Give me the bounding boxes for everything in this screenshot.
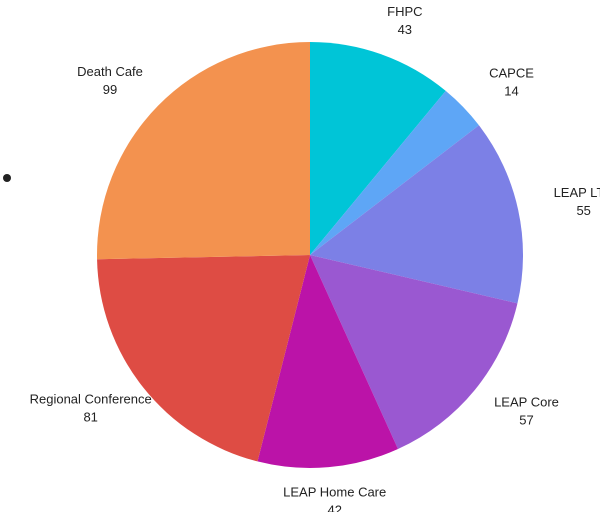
slice-value: 99 — [103, 82, 117, 97]
pie-slice — [310, 125, 523, 304]
slice-label: LEAP Home Care — [283, 484, 386, 499]
slice-label: Regional Conference — [30, 392, 152, 407]
slice-label: LEAP LTC — [554, 185, 600, 200]
slice-value: 55 — [576, 203, 590, 218]
pie-slice — [97, 42, 310, 260]
slice-value: 43 — [398, 22, 412, 37]
pie-slice — [257, 255, 398, 468]
slice-value: 14 — [504, 83, 518, 98]
pie-slice — [310, 90, 479, 256]
slice-label: Death Cafe — [77, 64, 143, 79]
pie-slice — [97, 255, 310, 462]
slice-value: 57 — [519, 413, 533, 428]
bullet — [3, 174, 11, 182]
slice-label: CAPCE — [489, 65, 534, 80]
pie-slice — [310, 255, 518, 449]
pie-slice — [310, 42, 446, 255]
slice-value: 42 — [327, 502, 341, 512]
slice-label: LEAP Core — [494, 395, 559, 410]
slice-label: FHPC — [387, 4, 422, 19]
slice-value: 81 — [83, 410, 97, 425]
